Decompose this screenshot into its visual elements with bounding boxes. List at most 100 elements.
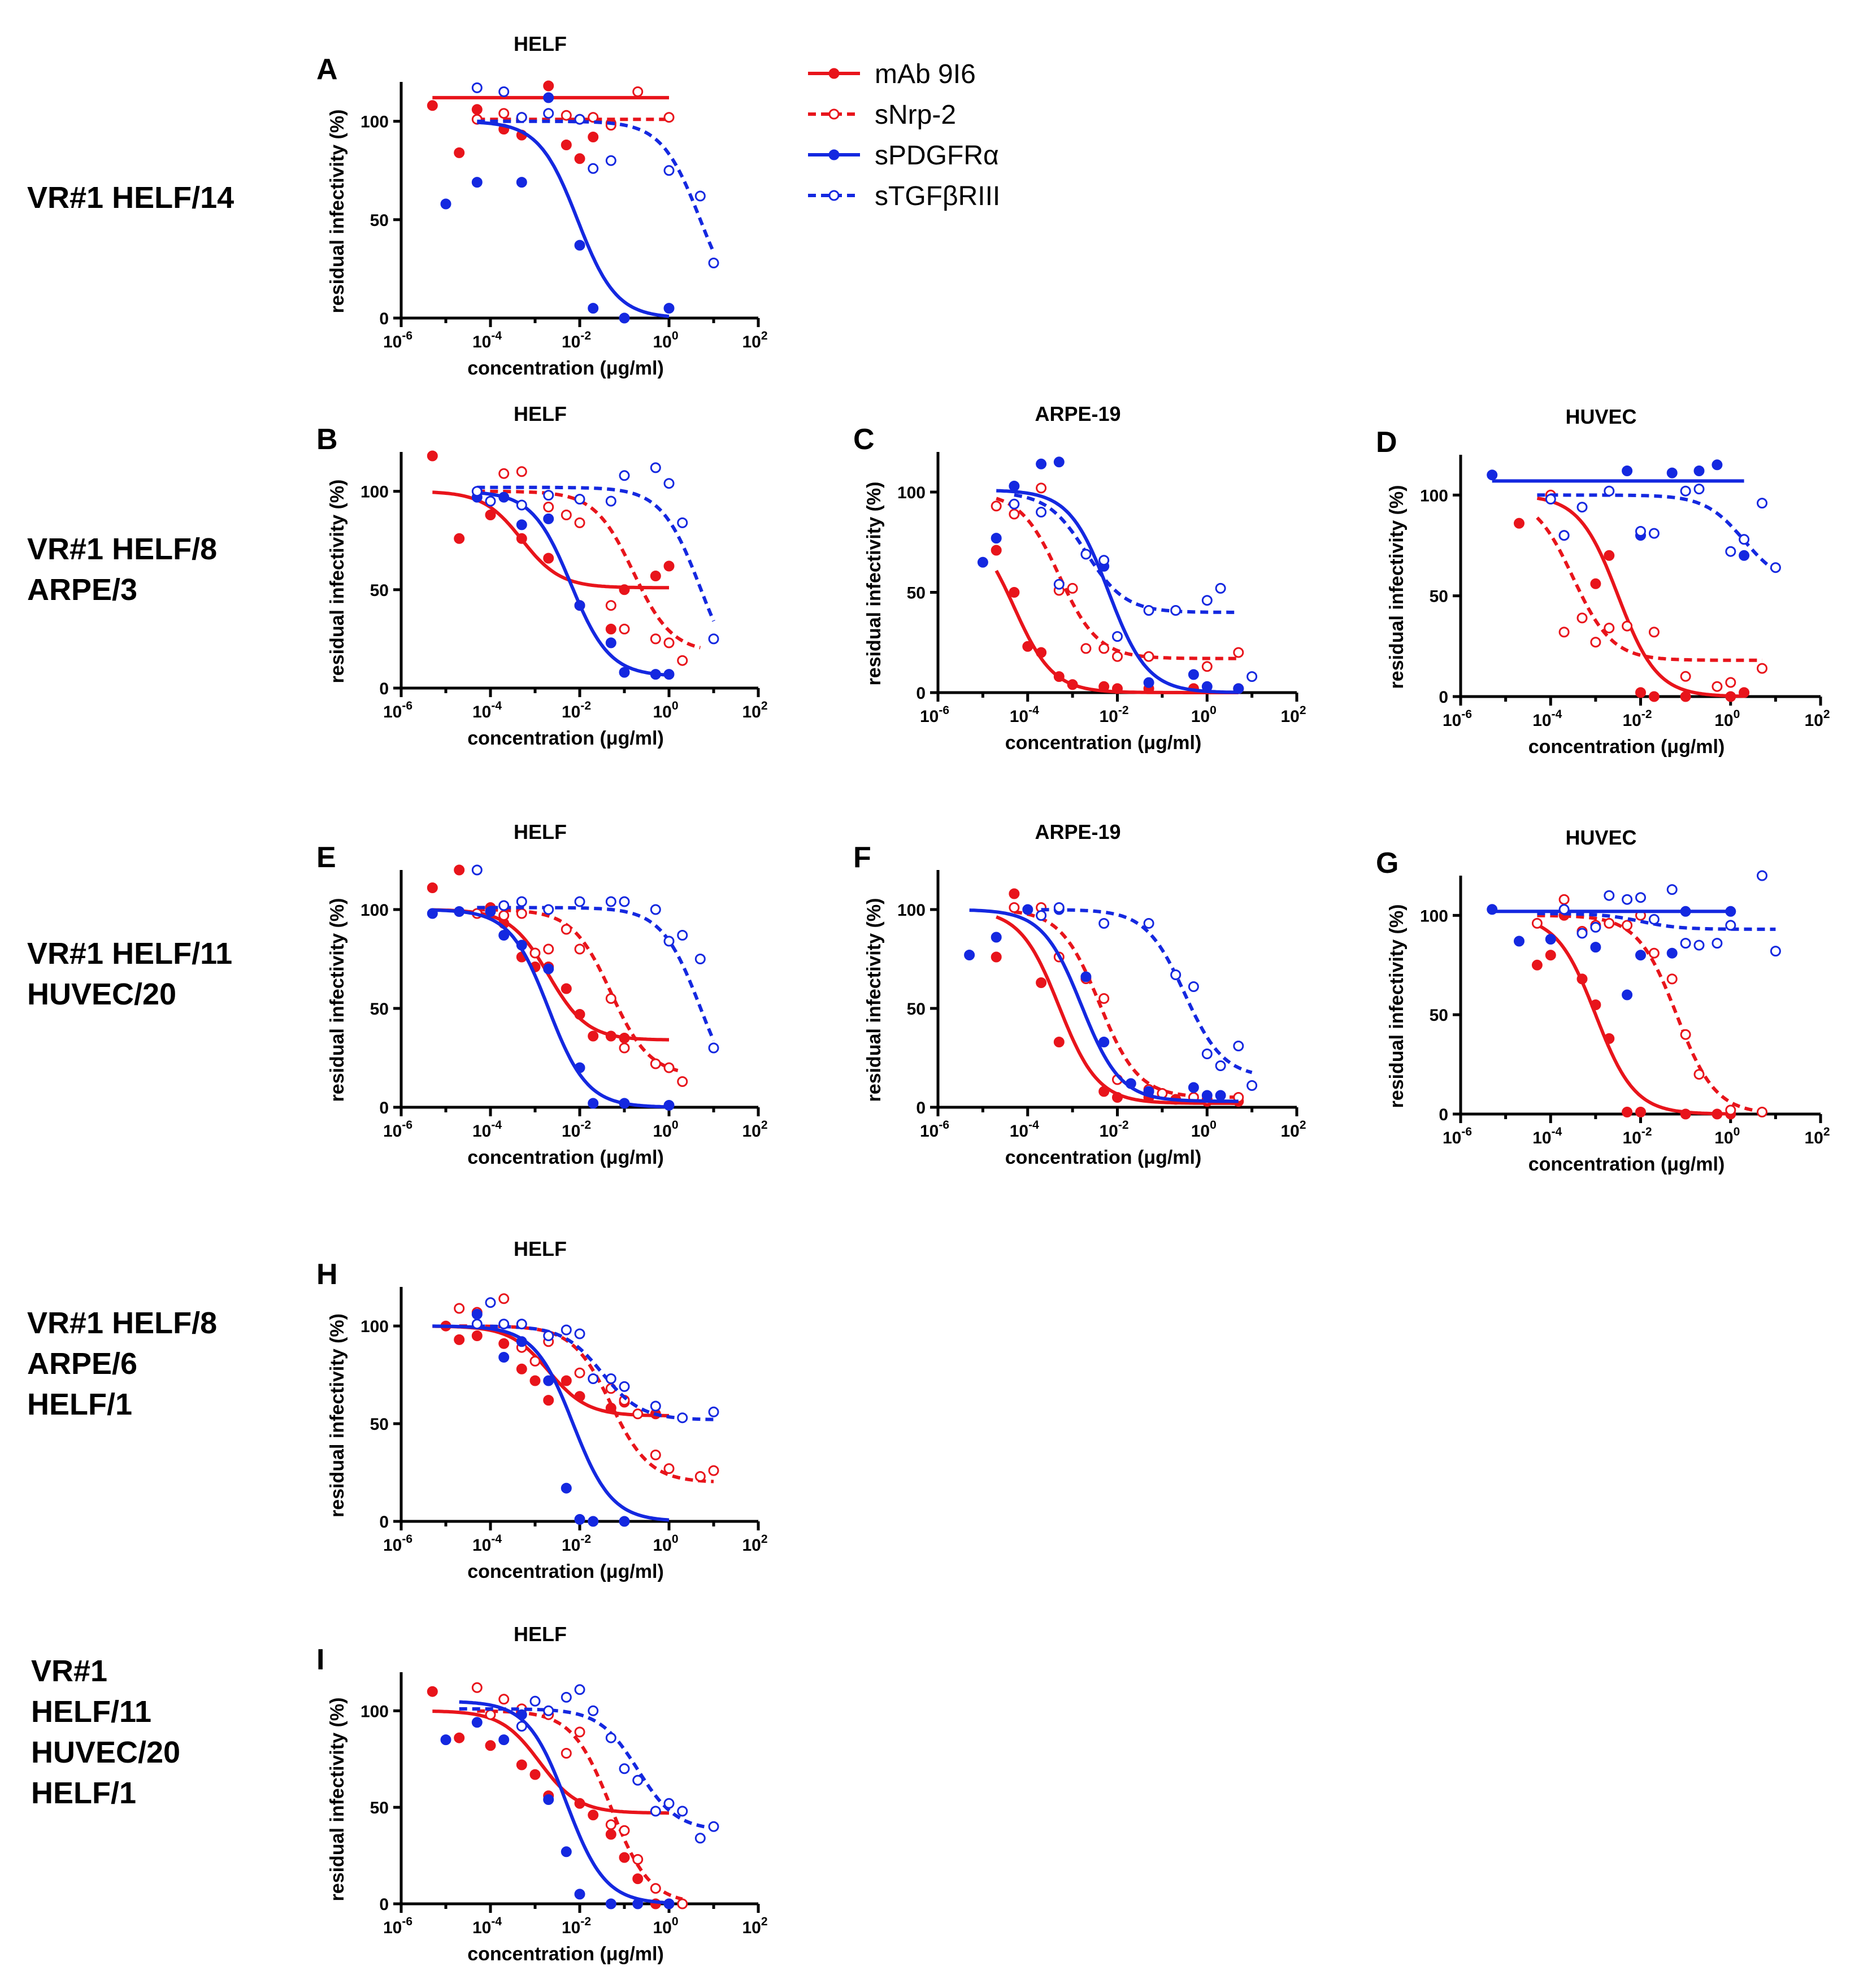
x-tick-label: 102 [1804,708,1830,730]
data-point-nrp [1201,661,1213,672]
y-tick-label: 0 [379,310,389,328]
data-point-nrp [677,1898,688,1909]
x-tick-label: 10-6 [383,1915,412,1937]
data-point-pdgf [1622,989,1633,1000]
data-point-mab [1712,1108,1723,1120]
data-point-pdgf [543,513,554,524]
data-point-mab [1009,888,1020,899]
data-point-mab [632,1873,644,1885]
data-point-mab [574,1391,585,1402]
data-point-mab [574,1798,585,1809]
data-point-mab [574,153,585,164]
data-point-nrp [1680,671,1691,682]
x-tick-label: 10-4 [1532,708,1562,730]
fit-curve-mab [1536,923,1731,1116]
data-point-tgf [471,486,483,497]
data-point-tgf [708,1042,719,1054]
data-point-pdgf [1009,480,1020,491]
data-point-tgf [650,1806,661,1817]
data-point-nrp [1604,623,1615,634]
row-label-4-line-3: HELF/1 [27,1387,132,1421]
data-point-mab [1545,950,1556,961]
data-point-nrp [454,1303,465,1314]
data-point-tgf [1757,498,1767,509]
data-point-pdgf [1188,669,1199,680]
data-point-nrp [1558,627,1570,638]
x-tick-base: 10 [472,1122,491,1141]
data-point-nrp [650,1883,661,1894]
data-point-pdgf [1622,466,1633,476]
x-axis-title: concentration (μg/ml) [467,358,664,379]
row-label-2-line-2: ARPE/3 [27,573,137,607]
x-tick-base: 10 [1622,1129,1641,1147]
data-point-nrp [574,943,585,955]
data-point-nrp [574,1367,585,1378]
data-point-tgf [605,1373,616,1384]
data-point-tgf [1725,546,1736,557]
data-point-pdgf [1080,971,1092,982]
fit-curve-pdgf [969,908,1239,1103]
legend-label-pdgf: sPDGFRα [875,141,999,171]
data-point-mab [1036,647,1047,658]
y-tick-label: 0 [916,1099,926,1117]
x-tick-exponent: 2 [1823,708,1830,721]
y-axis-title: residual infectivity (%) [327,110,348,314]
data-point-tgf [543,1705,554,1716]
x-tick-base: 10 [562,1919,580,1937]
data-point-tgf [632,1774,644,1786]
data-point-mab [454,1732,465,1743]
data-point-pdgf [663,303,675,314]
data-point-mab [427,1686,438,1697]
data-point-tgf [1590,921,1601,933]
x-tick-label: 102 [742,1915,767,1937]
data-point-nrp [632,86,644,97]
data-point-nrp [619,624,630,634]
x-tick-label: 10-2 [562,1119,591,1141]
series-tgf [471,462,719,645]
x-tick-base: 10 [1280,707,1299,726]
data-point-tgf [1080,549,1092,560]
data-point-mab [1635,687,1646,698]
data-point-pdgf [605,1898,616,1909]
data-point-mab [991,545,1002,556]
panel-letter-i: I [316,1643,324,1676]
x-tick-exponent: -4 [491,699,502,712]
fit-curve-tgf [1537,493,1777,572]
x-tick-exponent: -6 [402,1119,412,1132]
x-tick-label: 100 [1714,708,1740,730]
data-point-tgf [516,499,527,511]
x-tick-label: 10-6 [383,329,412,351]
row-label-5-line-1: VR#1 [31,1654,107,1688]
x-tick-base: 10 [472,1919,491,1937]
legend-entry-mab: mAb 9I6 [808,59,976,89]
x-tick-base: 10 [742,1536,761,1555]
y-tick-label: 0 [379,680,389,698]
data-point-nrp [574,517,585,528]
x-tick-label: 10-6 [1443,1125,1472,1147]
data-point-pdgf [977,556,988,568]
data-point-tgf [543,108,554,119]
data-point-mab [1022,641,1033,652]
series-pdgf [977,456,1244,694]
data-point-mab [1604,1033,1615,1044]
x-tick-base: 10 [1532,1129,1551,1147]
y-tick-label: 0 [379,1099,389,1117]
data-point-tgf [1648,528,1660,539]
data-point-pdgf [1635,950,1646,961]
fit-curve-nrp [1014,910,1239,1099]
data-point-pdgf [516,1336,527,1347]
x-tick-exponent: -4 [491,1533,502,1546]
data-point-mab [1036,977,1047,988]
data-point-tgf [619,896,630,907]
data-point-mab [471,104,483,115]
data-point-tgf [1666,884,1678,895]
data-point-tgf [1757,870,1767,881]
data-point-mab [1112,1092,1123,1103]
data-point-pdgf [1712,459,1723,471]
data-point-mab [605,1030,616,1042]
y-tick-label: 50 [907,584,926,603]
x-tick-base: 10 [1443,1129,1461,1147]
